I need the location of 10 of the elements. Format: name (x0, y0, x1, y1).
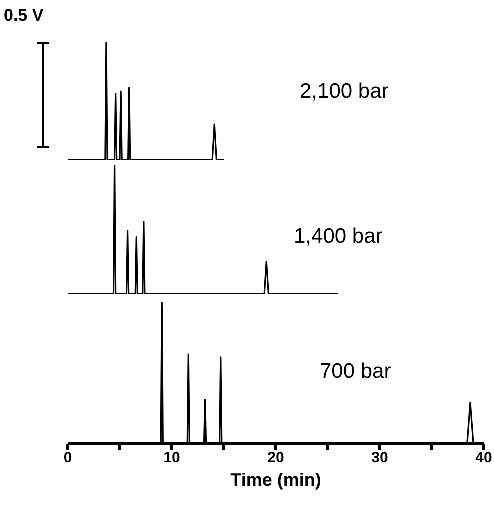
x-tick-label: 10 (164, 450, 180, 467)
x-tick-label: 30 (372, 450, 388, 467)
annotation: 2,100 bar (300, 80, 389, 104)
x-axis-title: Time (min) (230, 470, 322, 490)
y-axis-title: 0.5 V (4, 6, 44, 26)
x-tick-label: 20 (268, 450, 284, 467)
annotation: 1,400 bar (294, 225, 383, 249)
x-tick-label: 0 (64, 450, 72, 467)
annotation: 700 bar (320, 360, 392, 384)
x-tick-label: 40 (476, 450, 492, 467)
